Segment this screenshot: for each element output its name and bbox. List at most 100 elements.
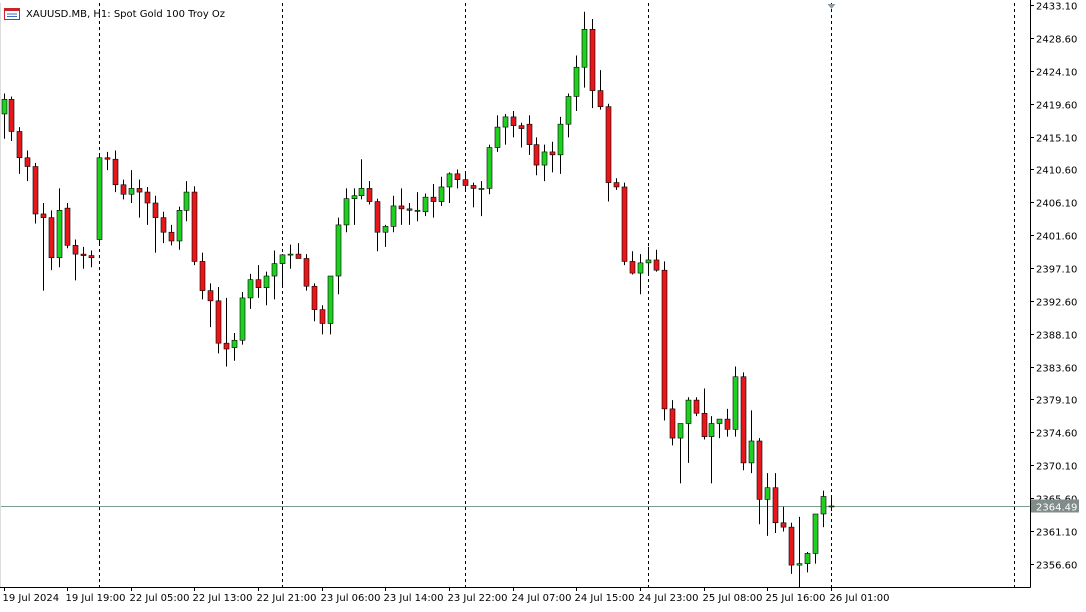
candle[interactable] (430, 184, 437, 218)
candle[interactable] (327, 275, 334, 335)
candle[interactable] (645, 246, 652, 277)
candle[interactable] (486, 144, 493, 195)
candle[interactable] (533, 137, 540, 176)
candle[interactable] (8, 96, 15, 141)
candles[interactable] (1, 11, 835, 587)
candle[interactable] (191, 186, 198, 266)
candle[interactable] (398, 188, 405, 225)
candle[interactable] (374, 198, 381, 252)
candle[interactable] (788, 522, 795, 574)
candle[interactable] (32, 162, 39, 224)
candle[interactable] (740, 372, 747, 471)
candle[interactable] (502, 113, 509, 145)
candle[interactable] (804, 551, 811, 573)
candle[interactable] (382, 224, 389, 247)
candle[interactable] (605, 103, 612, 202)
candle[interactable] (215, 286, 222, 354)
candle[interactable] (732, 366, 739, 437)
candle[interactable] (168, 224, 175, 246)
candle[interactable] (128, 170, 135, 204)
candle[interactable] (565, 93, 572, 138)
candle[interactable] (677, 423, 684, 484)
candle[interactable] (685, 397, 692, 463)
candle[interactable] (112, 150, 119, 193)
candle[interactable] (335, 217, 342, 295)
candle[interactable] (231, 332, 238, 361)
candle[interactable] (812, 513, 819, 564)
candle[interactable] (351, 188, 358, 225)
candle[interactable] (358, 159, 365, 200)
candle[interactable] (263, 271, 270, 306)
candle[interactable] (613, 178, 620, 190)
candle[interactable] (653, 249, 660, 272)
candle[interactable] (470, 182, 477, 208)
candle[interactable] (693, 397, 700, 417)
candle[interactable] (247, 273, 254, 309)
candle[interactable] (120, 179, 127, 200)
candle[interactable] (669, 400, 676, 446)
candle[interactable] (573, 55, 580, 112)
candle[interactable] (56, 188, 63, 268)
candle[interactable] (287, 244, 294, 269)
candle[interactable] (176, 206, 183, 250)
candle[interactable] (40, 203, 47, 291)
candle[interactable] (438, 176, 445, 206)
candle[interactable] (549, 141, 556, 173)
candle[interactable] (518, 122, 525, 148)
candle[interactable] (462, 173, 469, 190)
candle[interactable] (772, 473, 779, 533)
candle[interactable] (716, 418, 723, 439)
candle[interactable] (406, 203, 413, 225)
candle[interactable] (183, 181, 190, 222)
candle[interactable] (629, 251, 636, 275)
candle[interactable] (820, 490, 827, 528)
candle[interactable] (104, 151, 111, 171)
candle[interactable] (708, 416, 715, 484)
candle[interactable] (828, 495, 835, 512)
candle[interactable] (343, 188, 350, 233)
candle[interactable] (239, 292, 246, 345)
candle[interactable] (152, 195, 159, 253)
candle[interactable] (96, 155, 103, 244)
candle[interactable] (701, 388, 708, 440)
candle[interactable] (80, 246, 87, 269)
candle[interactable] (494, 115, 501, 152)
candle[interactable] (144, 186, 151, 225)
candle[interactable] (541, 144, 548, 182)
candle[interactable] (557, 116, 564, 174)
candle[interactable] (303, 254, 310, 291)
candle[interactable] (597, 70, 604, 110)
candle[interactable] (454, 169, 461, 189)
candle[interactable] (207, 283, 214, 328)
candle[interactable] (756, 438, 763, 525)
candle[interactable] (366, 181, 373, 205)
candle[interactable] (199, 252, 206, 300)
candle[interactable] (223, 297, 230, 367)
candle[interactable] (319, 305, 326, 335)
candle[interactable] (796, 516, 803, 587)
candle[interactable] (748, 410, 755, 474)
candle[interactable] (724, 408, 731, 437)
chart-shift-marker[interactable] (827, 4, 836, 9)
candle[interactable] (160, 211, 167, 244)
candle[interactable] (764, 473, 771, 536)
candle[interactable] (48, 210, 55, 271)
candle[interactable] (526, 115, 533, 155)
candle[interactable] (780, 506, 787, 532)
candle[interactable] (255, 265, 262, 298)
candle[interactable] (311, 283, 318, 322)
candle[interactable] (661, 261, 668, 421)
candle[interactable] (510, 111, 517, 138)
candle[interactable] (72, 239, 79, 281)
candle[interactable] (271, 250, 278, 300)
candle[interactable] (88, 250, 95, 268)
candle[interactable] (1, 93, 8, 139)
candle[interactable] (637, 254, 644, 295)
candle[interactable] (422, 193, 429, 217)
candle[interactable] (390, 195, 397, 233)
candle[interactable] (16, 127, 23, 174)
candle[interactable] (295, 243, 302, 259)
candle[interactable] (621, 182, 628, 266)
